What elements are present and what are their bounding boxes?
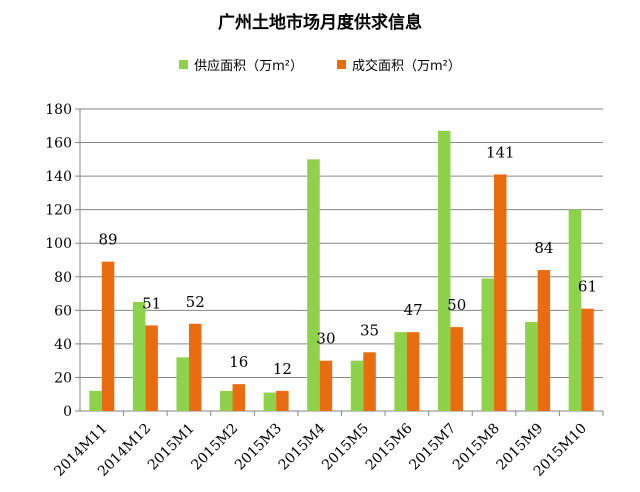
data-label-transaction: 30 <box>316 330 335 348</box>
legend-swatch-transaction <box>337 59 346 69</box>
bar-transaction-2014M12 <box>145 325 158 411</box>
bar-supply-2015M2 <box>220 390 233 411</box>
bar-transaction-2015M4 <box>319 360 333 411</box>
x-tick-label: 2015M2 <box>188 421 241 474</box>
y-tick-label: 20 <box>54 370 72 386</box>
bar-transaction-2015M8 <box>494 174 507 411</box>
bar-supply-2015M6 <box>394 332 407 411</box>
x-tick-label: 2015M6 <box>363 420 416 473</box>
bar-supply-2015M4 <box>307 159 320 411</box>
data-label-transaction: 12 <box>273 360 292 378</box>
data-label-transaction: 141 <box>486 143 515 161</box>
x-tick-label: 2015M1 <box>145 421 198 474</box>
bar-supply-2015M1 <box>176 357 189 411</box>
bar-supply-2015M7 <box>437 130 451 412</box>
y-tick-label: 140 <box>45 169 72 185</box>
data-label-transaction: 84 <box>534 239 553 257</box>
bar-transaction-2015M6 <box>406 332 420 411</box>
legend-item-supply: 供应面积（万m²） <box>179 54 303 74</box>
legend: 供应面积（万m²） 成交面积（万m²） <box>0 54 640 74</box>
bar-supply-2015M5 <box>350 360 364 411</box>
data-label-transaction: 16 <box>229 353 248 371</box>
y-tick-label: 180 <box>45 102 72 118</box>
bar-supply-2015M3 <box>263 392 277 411</box>
bar-supply-2014M11 <box>89 390 102 411</box>
chart-title: 广州土地市场月度供求信息 <box>218 13 422 33</box>
x-tick-label: 2015M7 <box>406 421 459 474</box>
legend-label-supply: 供应面积（万m²） <box>194 58 303 74</box>
bar-transaction-2015M2 <box>232 384 246 411</box>
bar-supply-2014M12 <box>132 301 146 411</box>
data-label-transaction: 35 <box>360 321 379 339</box>
bar-transaction-2015M7 <box>450 327 463 411</box>
data-label-transaction: 52 <box>186 293 205 311</box>
y-tick-label: 120 <box>45 203 72 219</box>
bar-transaction-2015M10 <box>581 308 594 411</box>
x-tick-label: 2015M3 <box>232 421 285 474</box>
bar-supply-2015M8 <box>481 278 495 411</box>
y-tick-label: 80 <box>54 270 72 286</box>
x-tick-label: 2015M5 <box>319 421 372 474</box>
data-label-transaction: 51 <box>142 294 161 312</box>
data-label-transaction: 47 <box>404 301 423 319</box>
bar-transaction-2015M3 <box>276 390 289 411</box>
x-tick-label: 2015M4 <box>276 420 329 473</box>
bar-transaction-2014M11 <box>101 261 115 411</box>
bar-supply-2015M10 <box>568 209 582 411</box>
bar-transaction-2015M9 <box>537 270 551 411</box>
legend-item-transaction: 成交面积（万m²） <box>337 54 461 74</box>
data-label-transaction: 50 <box>447 296 466 314</box>
y-tick-label: 0 <box>63 404 72 420</box>
data-label-transaction: 61 <box>578 278 597 296</box>
y-tick-label: 160 <box>45 136 72 152</box>
legend-swatch-supply <box>179 59 189 69</box>
legend-label-transaction: 成交面积（万m²） <box>352 58 461 74</box>
bar-transaction-2015M5 <box>363 352 376 411</box>
x-tick-label: 2015M8 <box>450 421 503 474</box>
data-label-transaction: 89 <box>98 231 117 249</box>
y-tick-label: 100 <box>45 236 72 252</box>
y-tick-label: 60 <box>54 303 72 319</box>
y-tick-label: 40 <box>54 337 72 353</box>
bar-supply-2015M9 <box>525 322 538 411</box>
bar-transaction-2015M1 <box>188 323 202 411</box>
